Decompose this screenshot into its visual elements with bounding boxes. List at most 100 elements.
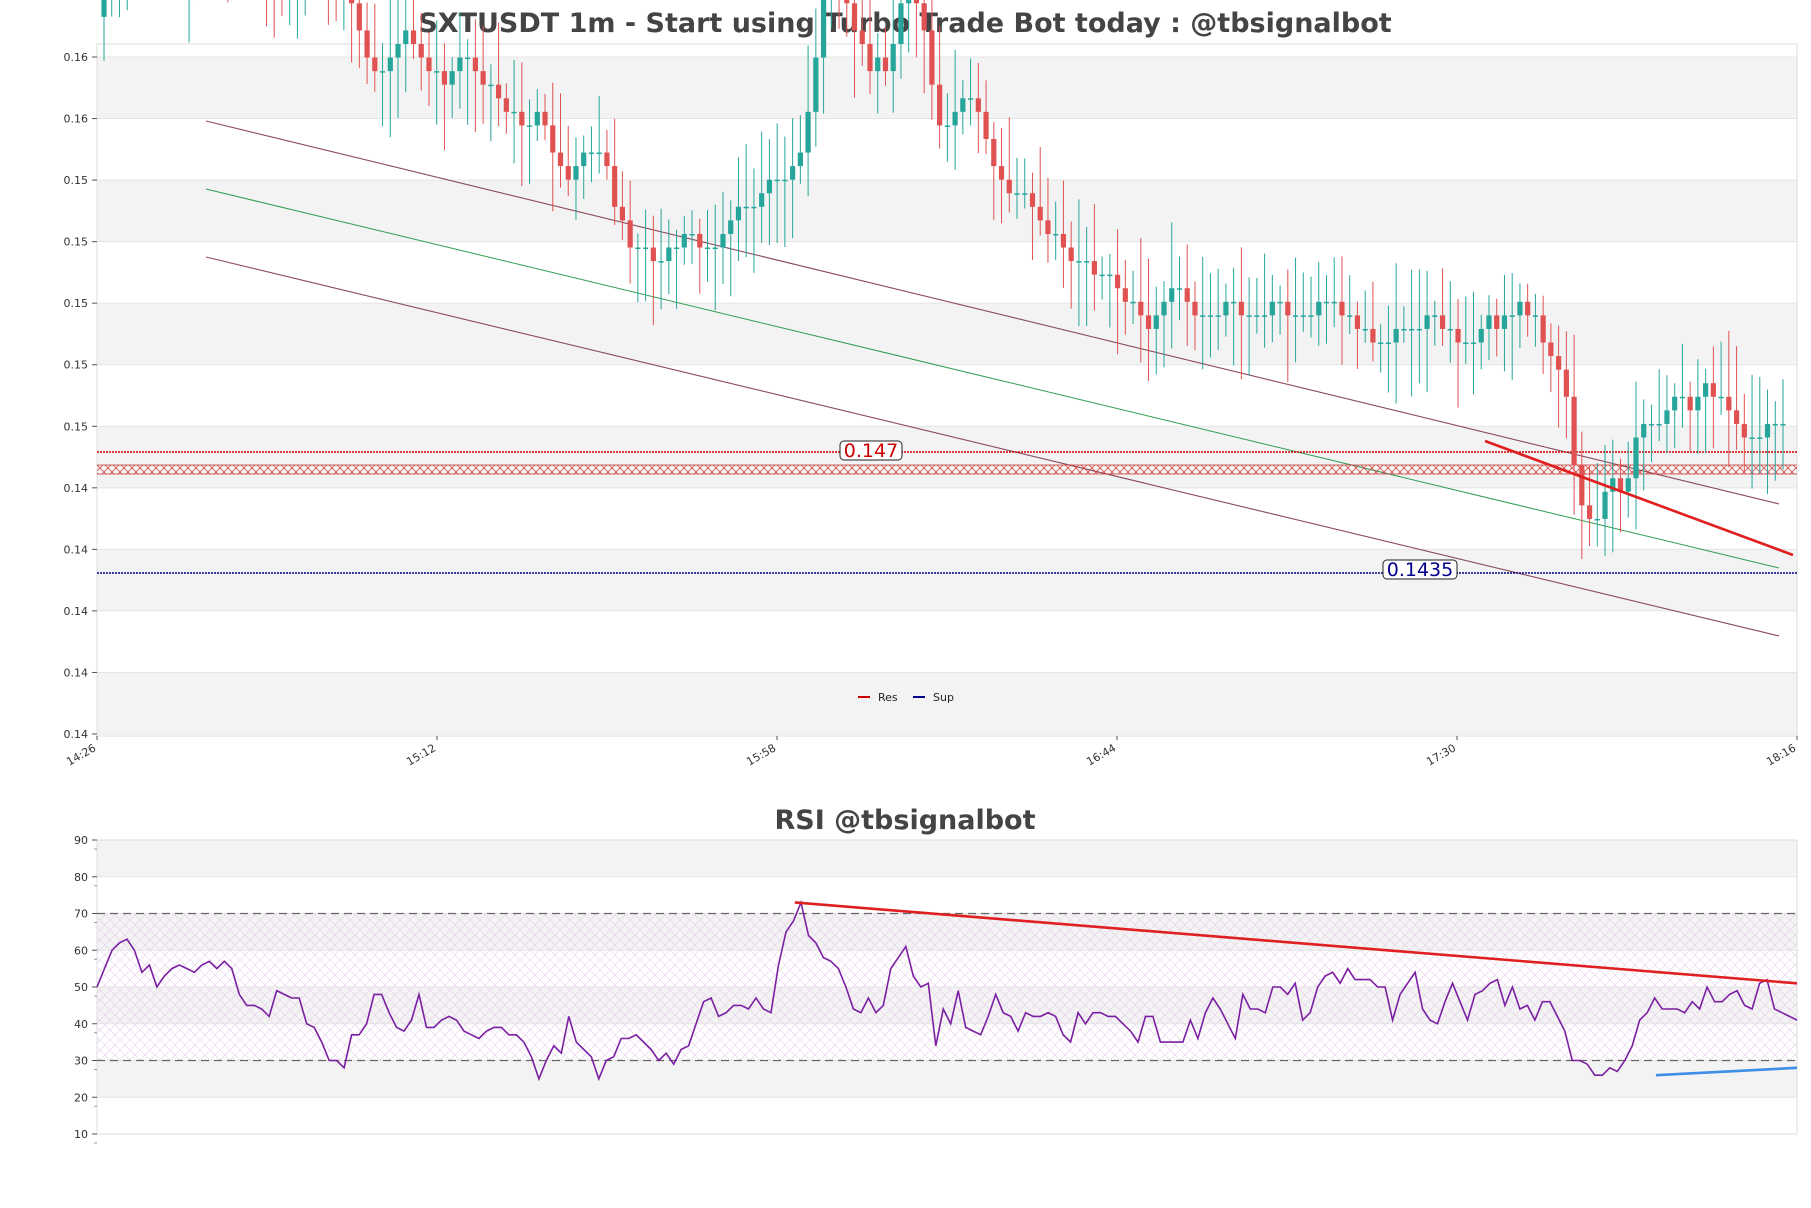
rsi-chart-title: RSI @tbsignalbot xyxy=(774,805,1035,836)
candle-body xyxy=(418,44,424,58)
candle-body xyxy=(1393,328,1399,343)
candle-body xyxy=(1780,423,1786,426)
candle-body xyxy=(480,71,486,85)
candle-body xyxy=(1486,315,1492,329)
candle-body xyxy=(1563,369,1569,397)
candlesticks xyxy=(101,0,1786,560)
candle-body xyxy=(805,111,811,153)
price-y-axis: 0.14 0.14 0.14 0.14 0.14 0.15 0.15 0.15 0.15 0.15… xyxy=(64,51,97,741)
candle-body xyxy=(658,261,664,263)
candle-body xyxy=(542,111,548,126)
candle-body xyxy=(534,111,540,126)
y-tick-label: 0.15 xyxy=(64,420,89,433)
candle-body xyxy=(588,152,595,155)
candle-body xyxy=(1300,315,1306,317)
y-tick-label: 0.15 xyxy=(64,359,89,372)
y-tick-label: 0.15 xyxy=(64,236,89,249)
candle-body xyxy=(1672,396,1678,411)
candle-body xyxy=(472,57,478,72)
candle-body xyxy=(875,57,881,72)
x-tick-label: 15:12 xyxy=(404,741,438,768)
candle-body xyxy=(1757,437,1763,439)
candle-body xyxy=(573,166,579,180)
candle-body xyxy=(1347,315,1353,317)
candle-body xyxy=(774,179,780,182)
candle-body xyxy=(743,206,749,209)
y-tick-label: 0.15 xyxy=(64,174,89,187)
sup-label-box xyxy=(1382,559,1458,580)
candle-body xyxy=(1130,301,1136,304)
candle-body xyxy=(496,84,502,99)
candle-body xyxy=(503,98,509,112)
candle-body xyxy=(1633,437,1639,479)
res-label-text: 0.147 xyxy=(844,440,898,462)
candle-body xyxy=(627,220,633,248)
candle-body xyxy=(1401,328,1407,331)
candle-body xyxy=(1416,328,1422,331)
rsi-tick-label: 20 xyxy=(74,1091,88,1104)
candle-body xyxy=(1501,315,1508,329)
candle-body xyxy=(1540,315,1546,343)
candle-body xyxy=(581,152,587,167)
channel-upper xyxy=(205,120,1780,505)
candle-body xyxy=(1664,410,1670,424)
candle-body xyxy=(1362,328,1368,331)
candle-body xyxy=(890,44,896,72)
sup-label-text: 0.1435 xyxy=(1387,559,1453,581)
candle-body xyxy=(1586,505,1593,519)
candle-body xyxy=(859,30,865,44)
candle-body xyxy=(348,0,355,4)
candle-body xyxy=(1308,315,1314,317)
y-tick-label: 0.14 xyxy=(64,666,89,679)
candle-body xyxy=(1532,315,1539,317)
x-tick-label: 15:58 xyxy=(744,741,778,768)
candle-body xyxy=(441,71,448,85)
candle-body xyxy=(1764,423,1771,438)
candle-body xyxy=(1231,301,1237,304)
candle-body xyxy=(1494,315,1500,329)
candle-body xyxy=(728,220,734,234)
candle-body xyxy=(906,0,912,4)
candle-body xyxy=(465,57,471,60)
candle-body xyxy=(913,0,920,4)
candle-body xyxy=(1424,315,1430,329)
candle-body xyxy=(1246,315,1252,317)
candle-body xyxy=(1548,342,1554,357)
candle-body xyxy=(101,0,107,17)
candle-body xyxy=(1641,423,1647,438)
candle-body xyxy=(1161,301,1167,316)
candle-body xyxy=(1215,315,1221,317)
candle-body xyxy=(612,166,618,207)
rsi-band xyxy=(97,1060,1797,1098)
channel-mid xyxy=(205,188,1780,569)
price-trendline xyxy=(1484,439,1794,557)
y-tick-label: 0.16 xyxy=(64,51,89,64)
candle-body xyxy=(1617,478,1624,492)
candle-body xyxy=(790,166,796,180)
candle-body xyxy=(519,111,525,126)
candle-body xyxy=(697,233,703,248)
candle-body xyxy=(379,71,386,73)
candle-body xyxy=(1138,301,1144,316)
candle-body xyxy=(712,247,718,250)
candle-body xyxy=(851,3,858,31)
candle-body xyxy=(1625,478,1631,492)
x-tick-label: 18:16 xyxy=(1764,741,1798,768)
rsi-support-trendline xyxy=(1655,1066,1798,1077)
candle-body xyxy=(1594,518,1600,521)
candle-body xyxy=(975,98,981,112)
rsi-tick-label: 40 xyxy=(74,1018,88,1031)
candle-body xyxy=(1656,423,1662,426)
x-tick-label: 17:30 xyxy=(1424,741,1458,768)
candle-body xyxy=(604,152,610,167)
grid-band xyxy=(97,549,1797,611)
candle-body xyxy=(635,247,641,250)
candle-body xyxy=(1277,301,1283,304)
candle-body xyxy=(1192,301,1198,316)
candle-body xyxy=(1176,288,1183,290)
candle-body xyxy=(1718,396,1724,399)
candle-body xyxy=(1114,274,1121,289)
candle-body xyxy=(1207,315,1214,317)
candle-body xyxy=(449,71,455,85)
